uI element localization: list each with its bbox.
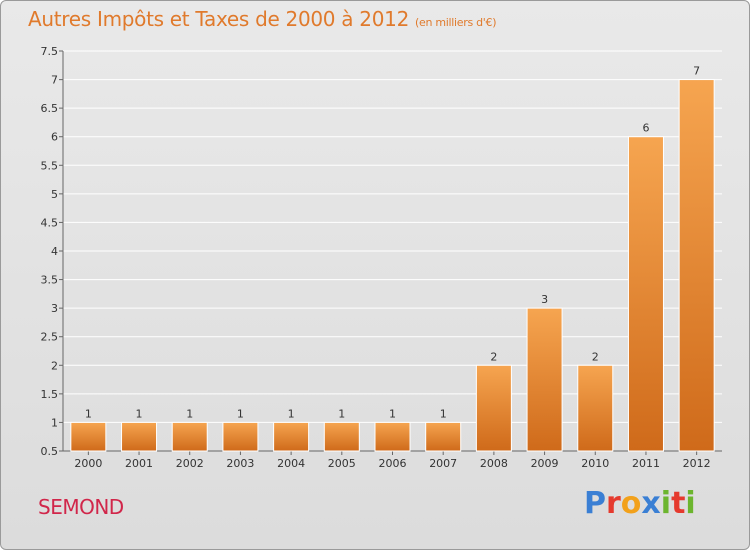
- x-tick-label-2002: 2002: [176, 457, 204, 470]
- chart-title: Autres Impôts et Taxes de 2000 à 2012 (en…: [28, 7, 496, 31]
- bar-2007: [425, 421, 462, 452]
- data-label-2002: 1: [186, 407, 193, 420]
- y-tick-label-11: 6: [51, 131, 58, 144]
- chart-subtitle: (en milliers d'€): [415, 16, 497, 29]
- y-tick-label-13: 7: [51, 74, 58, 87]
- data-label-2009: 3: [541, 293, 548, 306]
- bars: 1 1 1 1 1 1 1 1 2 3 2 6 7: [70, 65, 715, 452]
- data-label-2011: 6: [642, 122, 649, 135]
- logo-letter: r: [606, 486, 621, 521]
- y-tick-label-0: 0.5: [41, 445, 59, 458]
- x-tick-label-2001: 2001: [125, 457, 153, 470]
- bar-2008: [475, 364, 512, 452]
- x-tick-label-2010: 2010: [581, 457, 609, 470]
- bar-2002: [171, 421, 208, 452]
- bar-2012: [678, 79, 715, 452]
- grid: [63, 50, 722, 452]
- y-tick-label-1: 1: [51, 416, 58, 429]
- x-tick-label-2006: 2006: [379, 457, 407, 470]
- x-tick-label-2000: 2000: [74, 457, 102, 470]
- proxiti-logo: Proxiti: [584, 486, 696, 521]
- data-label-2007: 1: [440, 407, 447, 420]
- data-label-2005: 1: [338, 407, 345, 420]
- bar-2011: [627, 136, 664, 452]
- bar-2003: [222, 421, 259, 452]
- data-label-2003: 1: [237, 407, 244, 420]
- bar-2004: [273, 421, 310, 452]
- logo-letter: x: [641, 486, 661, 521]
- axes: 0.5 1 1.5 2 2.5 3 3.5 4 4.5 5 5.5 6 6.5 7 7.5 2000 2001 2…: [41, 45, 722, 470]
- y-tick-label-9: 5: [51, 188, 58, 201]
- data-label-2012: 7: [693, 65, 700, 78]
- y-tick-label-8: 4.5: [41, 216, 59, 229]
- chart-title-text: Autres Impôts et Taxes de 2000 à 2012: [28, 7, 409, 31]
- bar-2005: [323, 421, 360, 452]
- x-tick-label-2008: 2008: [480, 457, 508, 470]
- logo-letter: i: [660, 486, 672, 521]
- data-label-2008: 2: [490, 350, 497, 363]
- x-tick-label-2005: 2005: [328, 457, 356, 470]
- y-tick-label-10: 5.5: [41, 159, 59, 172]
- y-tick-label-2: 1.5: [41, 388, 59, 401]
- y-tick-label-14: 7.5: [41, 45, 59, 58]
- data-label-2006: 1: [389, 407, 396, 420]
- x-tick-label-2011: 2011: [632, 457, 660, 470]
- bar-2010: [577, 364, 614, 452]
- logo-letter: P: [584, 486, 606, 521]
- y-tick-label-3: 2: [51, 359, 58, 372]
- data-label-2000: 1: [85, 407, 92, 420]
- y-tick-label-4: 2.5: [41, 331, 59, 344]
- logo-letter: o: [620, 486, 642, 521]
- commune-name: SEMOND: [38, 495, 124, 519]
- bar-2001: [121, 421, 158, 452]
- x-tick-label-2007: 2007: [429, 457, 457, 470]
- x-tick-label-2009: 2009: [531, 457, 559, 470]
- data-label-2001: 1: [136, 407, 143, 420]
- y-tick-label-6: 3.5: [41, 274, 59, 287]
- x-tick-label-2004: 2004: [277, 457, 305, 470]
- logo-letter: i: [685, 486, 696, 521]
- y-tick-label-7: 4: [51, 245, 58, 258]
- logo-letter: t: [671, 486, 686, 521]
- data-label-2010: 2: [592, 350, 599, 363]
- x-tick-label-2012: 2012: [683, 457, 711, 470]
- y-tick-label-5: 3: [51, 302, 58, 315]
- data-label-2004: 1: [288, 407, 295, 420]
- bar-2006: [374, 421, 411, 452]
- bar-2000: [70, 421, 107, 452]
- y-tick-label-12: 6.5: [41, 102, 59, 115]
- bar-2009: [526, 307, 563, 452]
- x-tick-label-2003: 2003: [226, 457, 254, 470]
